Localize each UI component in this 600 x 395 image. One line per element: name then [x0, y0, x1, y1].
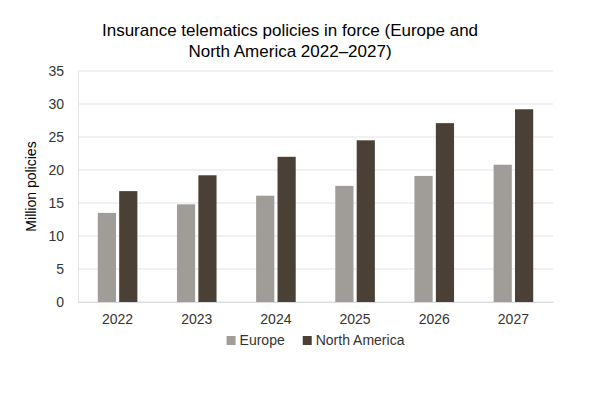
- x-tick: 2025: [340, 302, 371, 327]
- legend-item: Europe: [227, 332, 285, 348]
- legend-swatch: [303, 336, 312, 345]
- x-axis-line: [79, 302, 554, 303]
- grid-line: [78, 170, 553, 171]
- x-tick-label: 2026: [419, 311, 450, 327]
- y-tick-label: 15: [48, 195, 64, 211]
- legend-item: North America: [303, 332, 405, 348]
- x-tick-label: 2024: [260, 311, 291, 327]
- bar: [515, 109, 533, 302]
- y-tick-label: 20: [48, 162, 64, 178]
- legend-label: Europe: [240, 332, 285, 348]
- x-axis: 2022 2023 2024 2025 2026 2027: [79, 302, 554, 327]
- grid-line: [78, 302, 553, 303]
- legend-label: North America: [316, 332, 405, 348]
- y-tick: 35: [48, 63, 78, 79]
- y-axis-line: [78, 72, 79, 303]
- bars: [98, 109, 533, 302]
- x-tick-label: 2023: [181, 311, 212, 327]
- grid-line: [78, 236, 553, 237]
- y-tick: 10: [48, 228, 78, 244]
- bar: [494, 165, 512, 302]
- grid-line: [78, 203, 553, 204]
- legend: Europe North America: [227, 332, 405, 348]
- bar: [414, 176, 432, 302]
- plot: 05101520253035202220232024202520262027: [48, 63, 553, 327]
- y-tick-label: 35: [48, 63, 64, 79]
- series: [119, 109, 533, 302]
- y-tick-label: 0: [56, 294, 64, 310]
- grid-line: [78, 104, 553, 105]
- y-tick: 30: [48, 96, 78, 112]
- y-tick: 0: [56, 294, 78, 310]
- x-tick-label: 2027: [498, 311, 529, 327]
- grid: [78, 71, 553, 302]
- y-tick-label: 30: [48, 96, 64, 112]
- title-line: North America 2022–2027): [188, 42, 391, 61]
- chart: Insurance telematics policies in force (…: [0, 0, 600, 395]
- bar: [256, 196, 274, 302]
- bar: [335, 186, 353, 302]
- bar: [436, 123, 454, 302]
- x-tick-label: 2022: [102, 311, 133, 327]
- y-tick: 20: [48, 162, 78, 178]
- legend-swatch: [227, 336, 236, 345]
- bar: [177, 204, 195, 302]
- grid-line: [78, 137, 553, 138]
- y-tick: 25: [48, 129, 78, 145]
- grid-line: [78, 269, 553, 270]
- bar: [198, 175, 216, 302]
- bar: [119, 191, 137, 302]
- y-axis-title: Million policies: [23, 141, 39, 231]
- y-tick-label: 10: [48, 228, 64, 244]
- y-tick: 5: [56, 261, 78, 277]
- x-tick: 2024: [260, 302, 291, 327]
- y-tick: 15: [48, 195, 78, 211]
- title-line: Insurance telematics policies in force (…: [102, 21, 478, 40]
- bar: [278, 157, 296, 302]
- x-tick: 2023: [181, 302, 212, 327]
- title: Insurance telematics policies in force (…: [102, 21, 478, 61]
- y-axis: 0 5 10 15 20 25 30 35: [48, 63, 78, 310]
- x-tick: 2022: [102, 302, 133, 327]
- y-tick-label: 25: [48, 129, 64, 145]
- bar: [98, 213, 116, 302]
- y-tick-label: 5: [56, 261, 64, 277]
- bar: [357, 140, 375, 302]
- x-tick-label: 2025: [340, 311, 371, 327]
- grid-line: [78, 71, 553, 72]
- x-tick: 2026: [419, 302, 450, 327]
- x-tick: 2027: [498, 302, 529, 327]
